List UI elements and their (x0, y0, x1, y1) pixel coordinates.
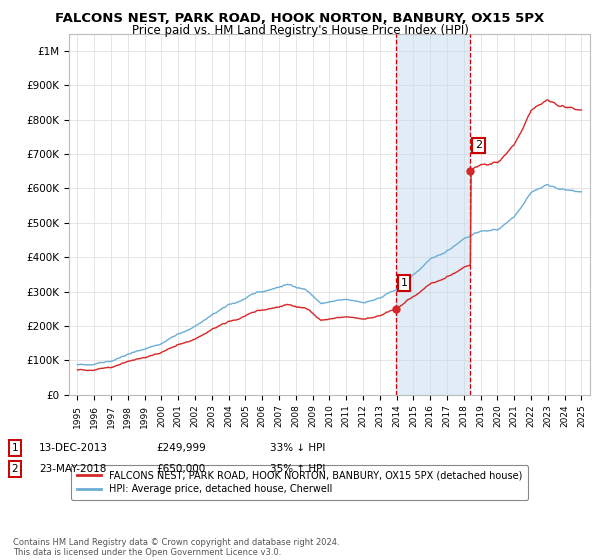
Bar (396, 34, 470, 395)
Text: 35% ↑ HPI: 35% ↑ HPI (270, 464, 325, 474)
Text: 13-DEC-2013: 13-DEC-2013 (39, 443, 108, 453)
Text: £249,999: £249,999 (156, 443, 206, 453)
Legend: FALCONS NEST, PARK ROAD, HOOK NORTON, BANBURY, OX15 5PX (detached house), HPI: A: FALCONS NEST, PARK ROAD, HOOK NORTON, BA… (71, 465, 529, 500)
Text: 2: 2 (11, 464, 19, 474)
Text: 2: 2 (475, 141, 482, 151)
Text: 1: 1 (11, 443, 19, 453)
Text: FALCONS NEST, PARK ROAD, HOOK NORTON, BANBURY, OX15 5PX: FALCONS NEST, PARK ROAD, HOOK NORTON, BA… (55, 12, 545, 25)
Text: Price paid vs. HM Land Registry's House Price Index (HPI): Price paid vs. HM Land Registry's House … (131, 24, 469, 37)
Text: Contains HM Land Registry data © Crown copyright and database right 2024.
This d: Contains HM Land Registry data © Crown c… (13, 538, 340, 557)
Text: 33% ↓ HPI: 33% ↓ HPI (270, 443, 325, 453)
Text: £650,000: £650,000 (156, 464, 205, 474)
Text: 1: 1 (401, 278, 407, 288)
Text: 23-MAY-2018: 23-MAY-2018 (39, 464, 106, 474)
